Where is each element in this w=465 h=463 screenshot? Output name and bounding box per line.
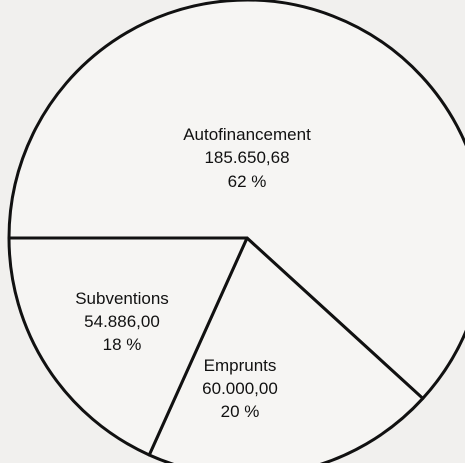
percent-emprunts: 20 % (221, 402, 260, 421)
label-subventions: Subventions (75, 289, 169, 308)
value-autofinancement: 185.650,68 (204, 148, 289, 167)
pie-slice-emprunts (147, 236, 425, 463)
pie-slice-subventions (7, 236, 249, 457)
pie-slices (7, 0, 465, 463)
value-subventions: 54.886,00 (84, 312, 160, 331)
value-emprunts: 60.000,00 (202, 379, 278, 398)
percent-autofinancement: 62 % (228, 172, 267, 191)
pie-labels: Autofinancement 185.650,68 62 % Emprunts… (75, 125, 311, 421)
pie-slice-autofinancement (7, 0, 465, 400)
label-emprunts: Emprunts (204, 356, 277, 375)
label-autofinancement: Autofinancement (183, 125, 311, 144)
percent-subventions: 18 % (103, 335, 142, 354)
